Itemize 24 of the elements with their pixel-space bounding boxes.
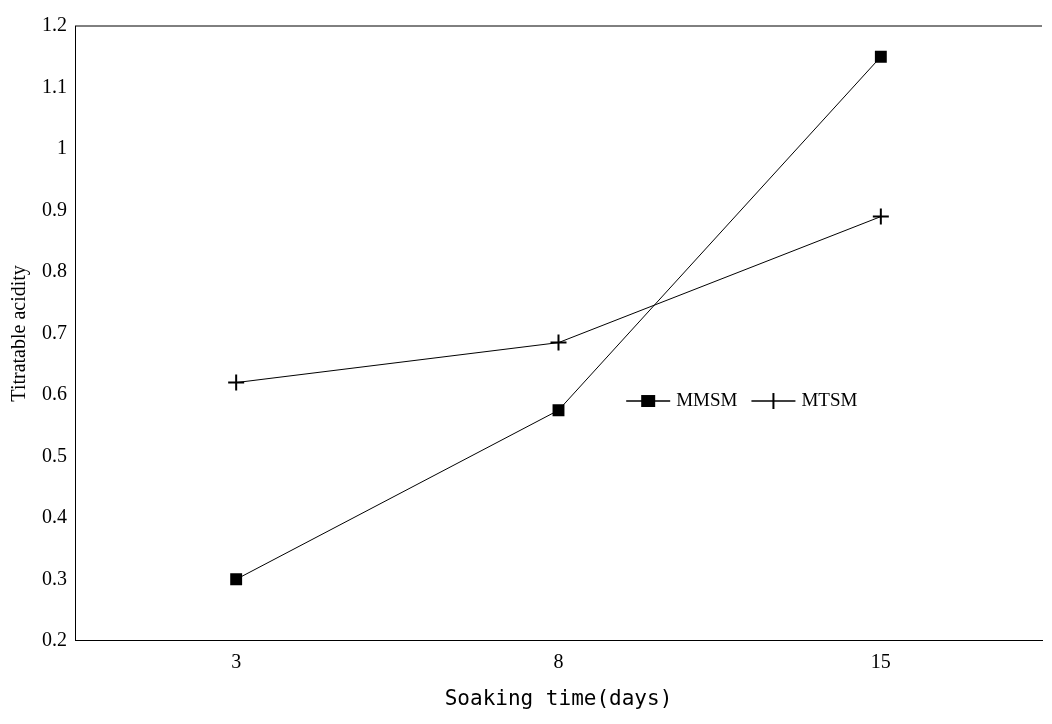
y-tick-label: 0.9 (42, 197, 67, 220)
y-tick-label: 0.6 (42, 382, 67, 405)
point (230, 573, 243, 586)
point (552, 404, 565, 417)
legend-label: MTSM (801, 389, 858, 411)
y-tick-label: 0.5 (42, 443, 67, 466)
y-tick-label: 1.2 (42, 13, 67, 36)
point (549, 333, 568, 352)
point (871, 207, 890, 226)
legend-label: MMSM (676, 389, 738, 411)
x-axis-title: Soaking time(days) (444, 685, 673, 710)
y-tick-label: 1 (57, 136, 67, 159)
y-tick-label: 0.7 (42, 320, 67, 343)
y-tick-label: 0.4 (42, 505, 67, 528)
y-tick-label: 0.3 (42, 566, 67, 589)
x-tick-label: 15 (870, 650, 891, 673)
y-tick-label: 0.8 (42, 259, 67, 282)
y-tick-label: 1.1 (42, 74, 67, 97)
point (227, 373, 246, 392)
y-tick-label: 0.2 (42, 628, 67, 651)
x-tick-label: 8 (553, 650, 564, 673)
point (874, 50, 887, 63)
y-axis-title: Titratable acidity (7, 265, 31, 402)
x-tick-label: 3 (231, 650, 242, 673)
